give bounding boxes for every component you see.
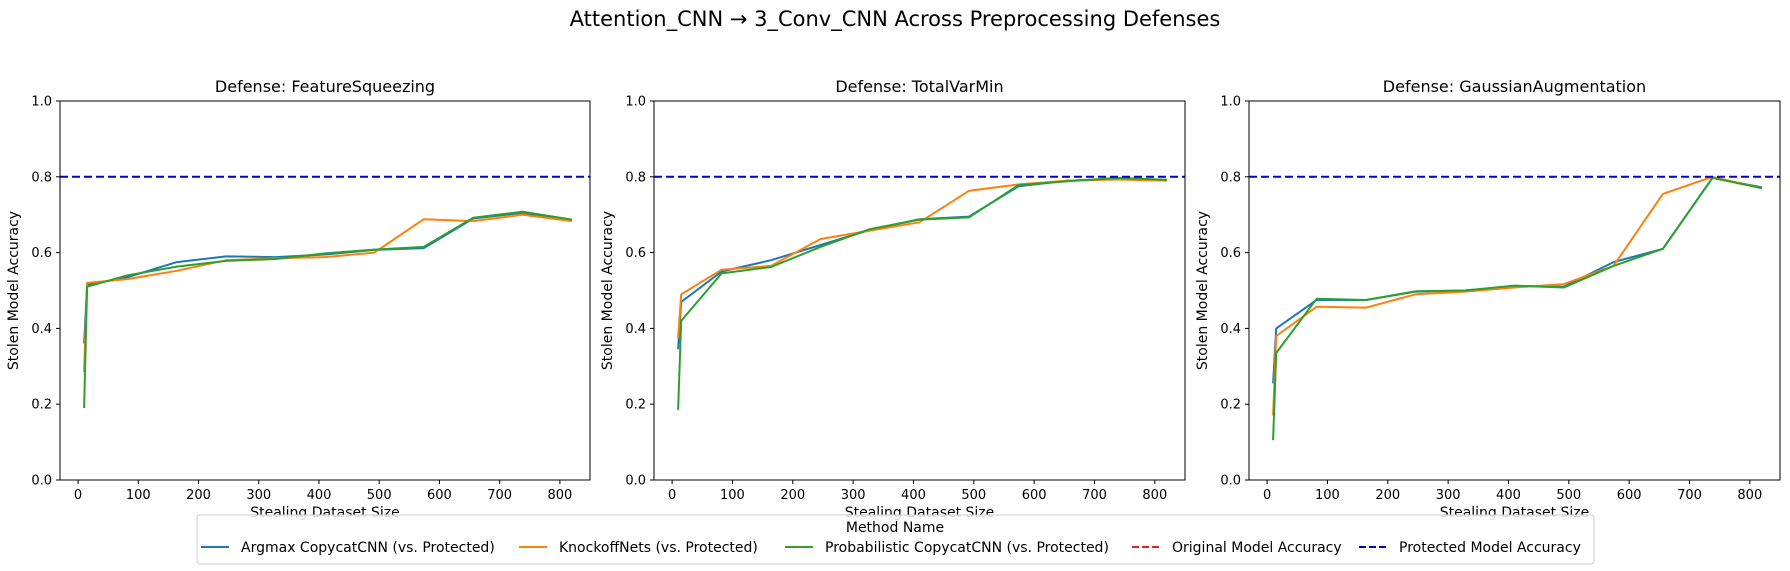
x-tick-label: 600 [1617,488,1642,503]
x-tick-label: 500 [1556,488,1581,503]
series-group [677,176,1167,410]
y-tick-label: 1.0 [1220,95,1241,110]
x-tick-label: 0 [74,488,82,503]
plot-frame [653,100,1186,481]
x-tick-label: 0 [1263,488,1271,503]
y-tick-label: 0.2 [31,398,52,413]
y-tick-label: 0.6 [1220,246,1241,261]
series-line-probabilistic [1272,176,1763,441]
y-axis-label: Stolen Model Accuracy [600,211,616,370]
y-tick-label: 0.0 [31,474,52,489]
legend-label: Argmax CopycatCNN (vs. Protected) [241,540,495,556]
series-line-knockoff [83,213,573,373]
x-tick-label: 800 [1142,488,1167,503]
y-tick-label: 0.4 [31,322,52,337]
y-tick-label: 0.6 [625,246,646,261]
plot-frame [1248,100,1781,481]
y-tick-label: 0.8 [625,170,646,185]
y-tick-label: 1.0 [625,95,646,110]
x-tick-label: 600 [427,488,452,503]
x-tick-label: 500 [367,488,392,503]
y-tick-label: 0.2 [1220,398,1241,413]
legend-label: KnockoffNets (vs. Protected) [559,540,758,556]
y-tick-label: 0.4 [1220,322,1241,337]
x-tick-label: 100 [126,488,151,503]
series-group [83,210,573,409]
legend-label: Protected Model Accuracy [1399,540,1581,556]
legend-label: Probabilistic CopycatCNN (vs. Protected) [825,540,1109,556]
series-line-knockoff [1272,175,1763,416]
chart-title: Defense: TotalVarMin [835,77,1003,96]
x-tick-label: 400 [1496,488,1521,503]
x-tick-label: 100 [720,488,745,503]
y-tick-label: 0.4 [625,322,646,337]
x-tick-label: 600 [1022,488,1047,503]
y-tick-label: 0.0 [1220,474,1241,489]
y-tick-label: 1.0 [31,95,52,110]
x-tick-label: 700 [1677,488,1702,503]
x-tick-label: 400 [901,488,926,503]
y-tick-label: 0.0 [625,474,646,489]
x-tick-label: 0 [668,488,676,503]
x-tick-label: 400 [307,488,332,503]
y-tick-label: 0.2 [625,398,646,413]
x-tick-label: 700 [487,488,512,503]
y-axis-label: Stolen Model Accuracy [1195,211,1211,370]
series-group [1272,175,1763,441]
y-tick-label: 0.6 [31,246,52,261]
legend: Method Name Argmax CopycatCNN (vs. Protec… [196,514,1595,565]
x-tick-label: 700 [1082,488,1107,503]
figure-suptitle: Attention_CNN → 3_Conv_CNN Across Prepro… [570,7,1221,32]
y-axis-label: Stolen Model Accuracy [6,211,22,370]
series-line-probabilistic [83,210,573,409]
x-tick-label: 200 [186,488,211,503]
chart-title: Defense: FeatureSqueezing [215,77,435,96]
y-tick-label: 0.8 [1220,170,1241,185]
x-tick-label: 300 [1436,488,1461,503]
x-tick-label: 300 [841,488,866,503]
y-tick-label: 0.8 [31,170,52,185]
plot-frame [59,100,591,481]
x-tick-label: 500 [961,488,986,503]
x-tick-label: 200 [780,488,805,503]
legend-box [196,514,1595,565]
x-tick-label: 300 [246,488,271,503]
legend-label: Original Model Accuracy [1172,540,1342,556]
x-tick-label: 100 [1315,488,1340,503]
x-tick-label: 800 [1737,488,1762,503]
series-line-probabilistic [677,176,1167,410]
x-tick-label: 800 [547,488,572,503]
legend-title: Method Name [846,520,944,536]
chart-title: Defense: GaussianAugmentation [1383,77,1646,96]
x-tick-label: 200 [1375,488,1400,503]
